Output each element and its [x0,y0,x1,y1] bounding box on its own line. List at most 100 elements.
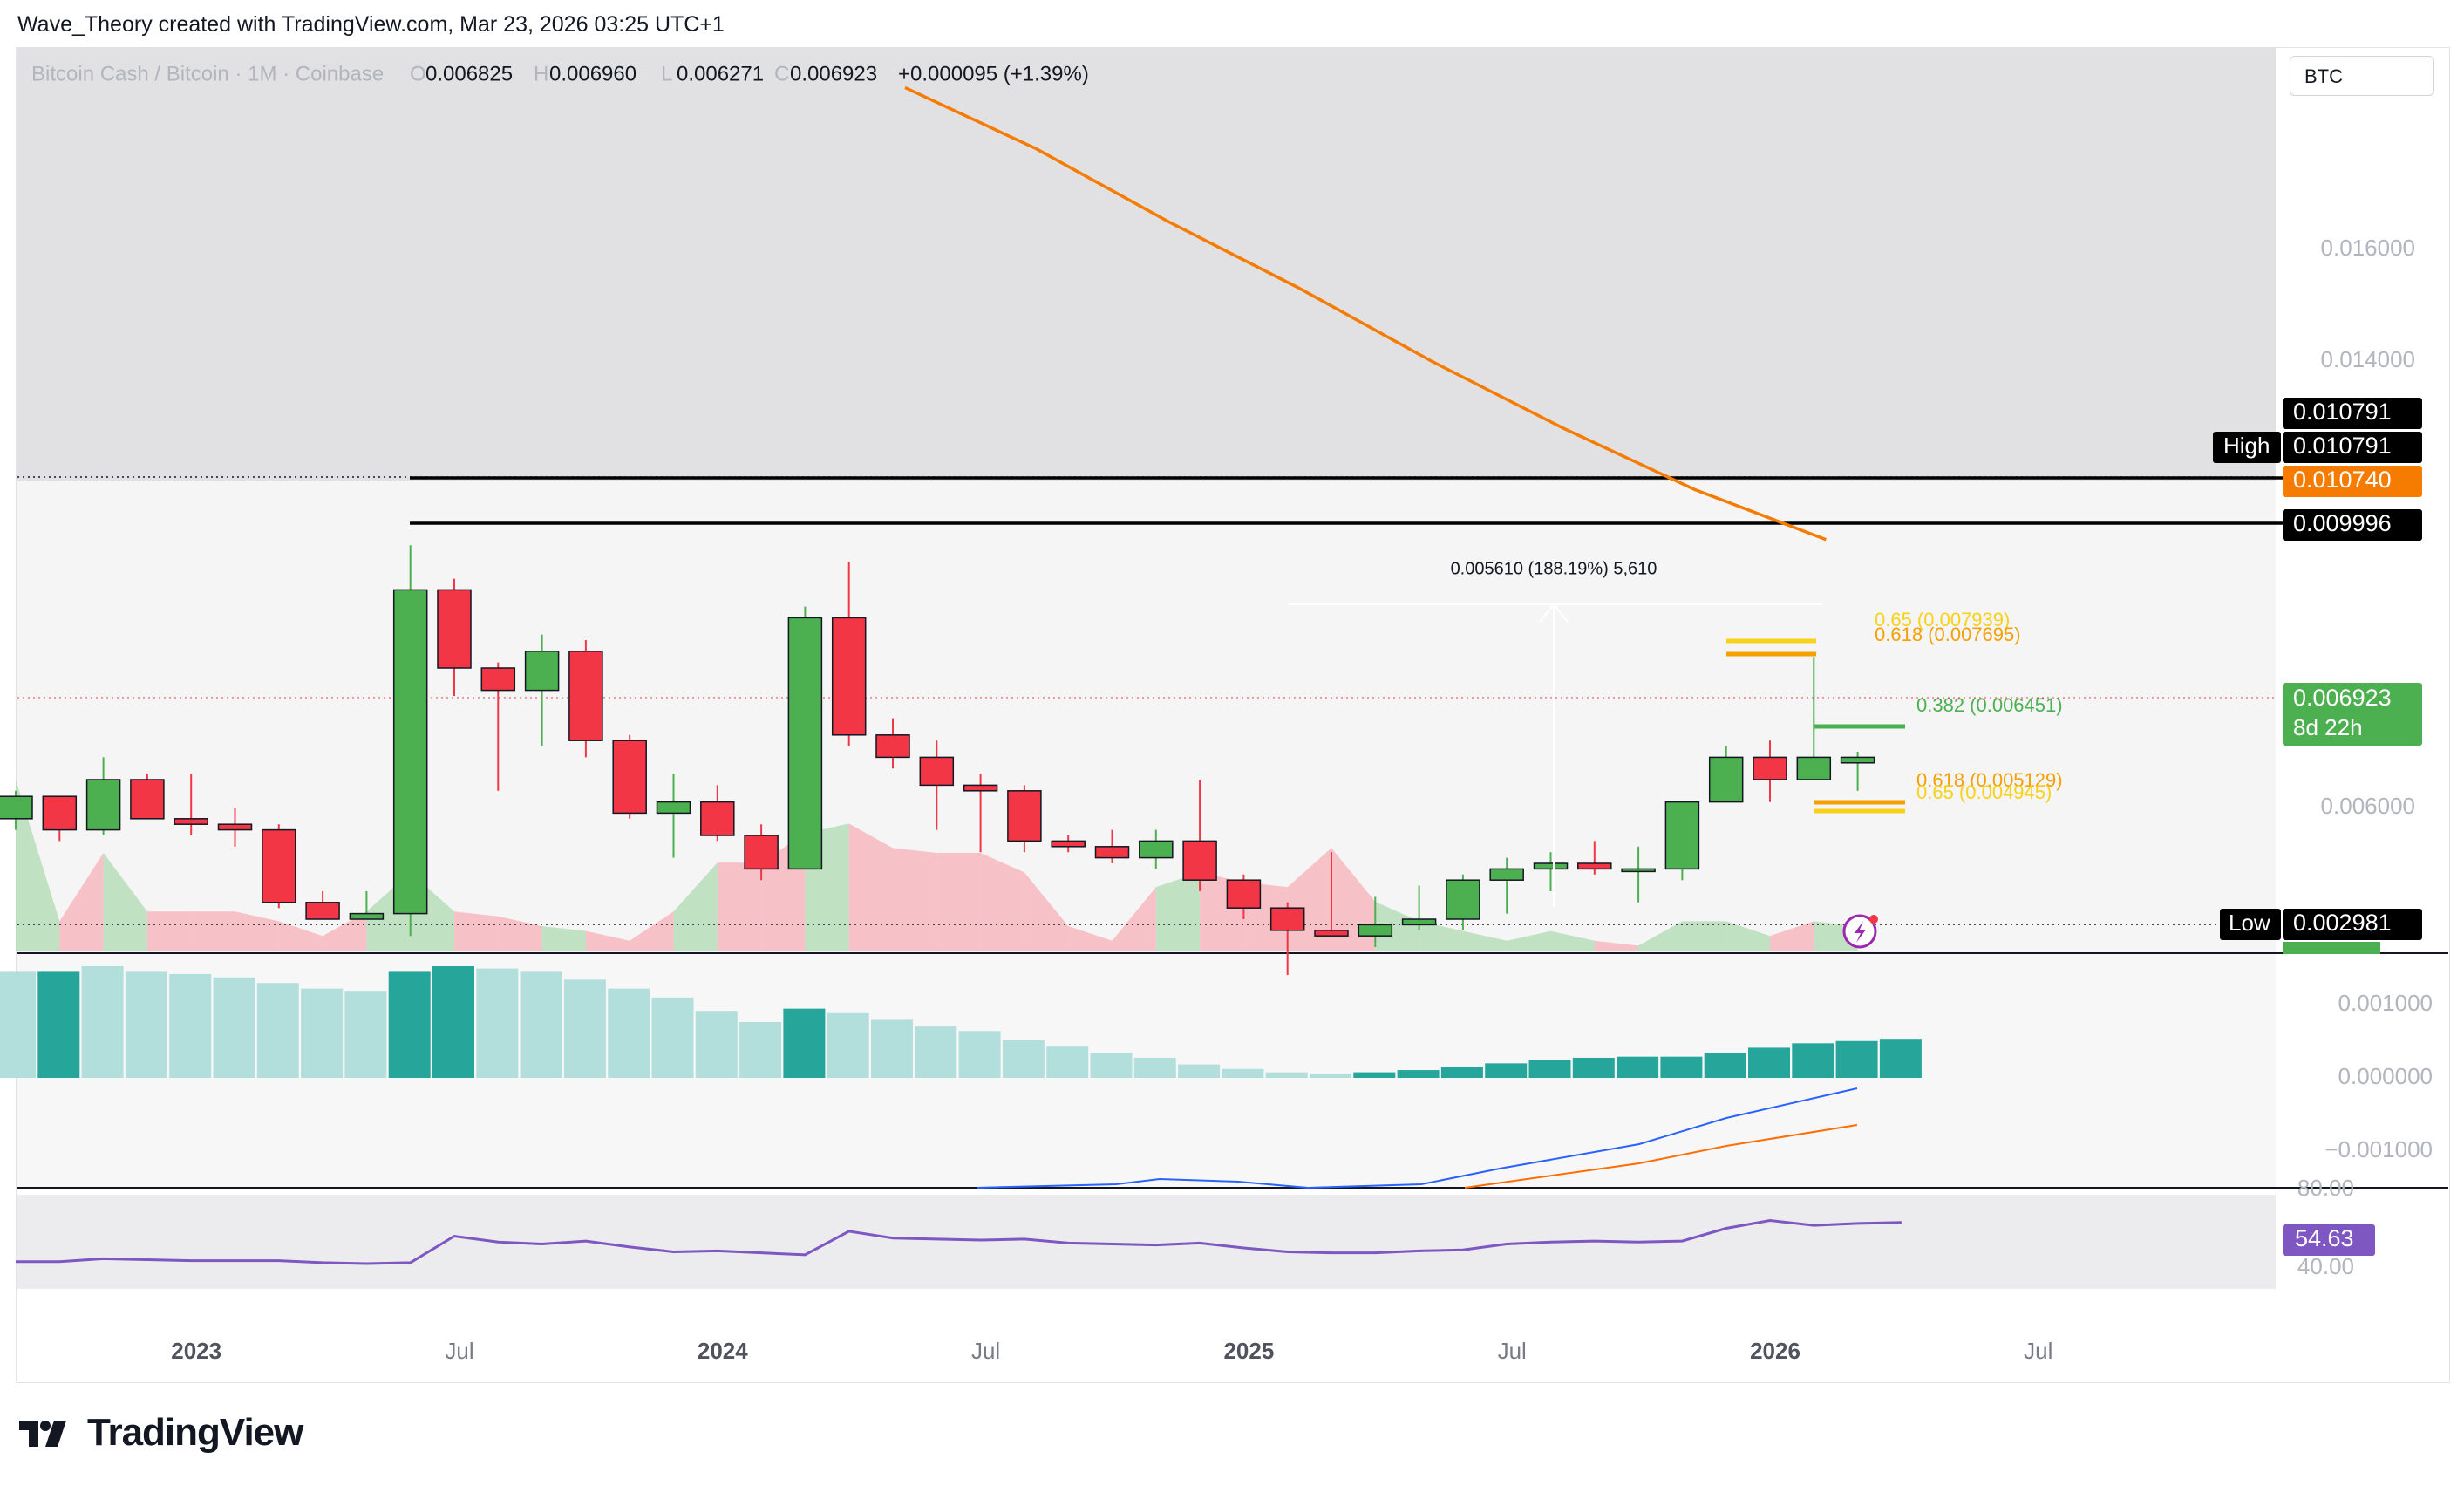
candle-body [963,784,998,792]
legend-value: 0.006271 [677,62,764,85]
volume-area [1770,921,1814,951]
ma-value-tag-bg [2283,466,2422,497]
legend-key: O [410,62,426,85]
measure-label: 0.005610 (188.19%) 5,610 [1451,559,1657,578]
measure-arrowhead [1539,603,1569,623]
legend-symbol: Bitcoin Cash / Bitcoin · 1M · Coinbase [31,62,384,85]
candle-body [349,912,385,920]
volume-area [1419,921,1463,951]
volume-area [1725,921,1770,951]
macd-bar [1397,1070,1440,1078]
legend-value: 0.006825 [425,62,513,85]
chart-range-band [17,481,2276,952]
volume-tag [2283,942,2380,954]
macd-bar [563,979,606,1078]
currency-selector[interactable]: BTC [2290,56,2434,96]
macd-bar [695,1011,738,1078]
volume-area [673,862,718,951]
volume-area [1024,872,1069,951]
macd-bar [432,966,474,1078]
chart-upper-band [17,48,2276,481]
macd-bar [1792,1043,1834,1078]
rsi-line [16,1218,1902,1265]
candle-body [1269,907,1305,931]
candle-body [1094,846,1130,859]
candle-body [831,617,867,736]
macd-bar [1835,1040,1878,1078]
candle-body [919,756,955,787]
macd-bar [1222,1068,1264,1078]
high-label: High [2223,433,2270,459]
legend-value: 0.006923 [790,62,877,85]
candle-body [744,835,779,870]
macd-bar [1002,1040,1045,1078]
volume-area [1462,930,1508,951]
volume-area [191,911,235,951]
candle-body [524,651,560,692]
macd-bar [915,1026,957,1078]
high-tag: 0.010791 [2293,433,2392,459]
macd-bar [1748,1047,1790,1078]
price-tick-label: 0.014000 [2321,346,2415,372]
volume-area [980,853,1024,951]
time-axis-label: Jul [1498,1338,1527,1364]
moving-average-line [904,85,1827,542]
macd-bar [301,988,344,1078]
rsi-value-tag-bg [2283,1224,2375,1256]
high-label-bg [2213,432,2281,463]
low-label: Low [2229,910,2270,936]
candle-body [217,823,253,831]
low-label-bg [2220,909,2281,940]
candle-body [1007,790,1042,842]
volume-area [717,862,762,951]
macd-line [976,1087,1858,1189]
candle-body [875,734,910,759]
macd-bar [1265,1072,1308,1078]
candle-body [0,795,33,820]
candle-body [174,818,208,825]
candle-body [1840,756,1875,764]
rsi-pane-bg [17,1195,2276,1289]
macd-bar [169,973,212,1078]
candle-body [612,740,647,815]
candle-body [1446,879,1480,920]
candle-body [1796,756,1832,780]
macd-bar [958,1031,1001,1078]
macd-bar [827,1012,869,1078]
time-axis-label: 2025 [1223,1338,1274,1364]
resistance-tag-bg [2283,509,2422,541]
macd-bar [1440,1067,1483,1078]
macd-bar [476,968,519,1078]
legend-change: +0.000095 (+1.39%) [898,62,1089,85]
candle-body [1401,918,1437,926]
volume-area [1594,940,1639,951]
volume-area [1507,930,1551,951]
macd-bar [344,991,387,1078]
volume-area [585,930,630,951]
macd-signal-line [1464,1124,1858,1189]
legend-key: C [774,62,789,85]
candle-body [656,801,691,815]
time-axis-label: 2023 [171,1338,221,1364]
macd-bar [1046,1046,1089,1078]
candle-body [568,651,603,741]
legend-key: L [661,62,672,85]
current-price-tag: 0.006923 [2293,685,2392,711]
macd-bar [1133,1057,1176,1078]
candle-body [1621,868,1656,873]
candle-body [85,779,121,831]
macd-bar [871,1019,913,1078]
tradingview-logo[interactable]: TradingView [19,1411,303,1455]
low-tag: 0.002981 [2293,910,2392,936]
macd-bar [1572,1057,1615,1078]
candle-body [1314,930,1349,937]
candle-body [1577,862,1612,870]
candle-body [1489,868,1524,881]
rsi-axis-label: 40.00 [2297,1253,2354,1279]
macd-bar [1090,1053,1133,1078]
time-axis-label: Jul [2024,1338,2052,1364]
macd-bar [1879,1039,1922,1078]
candle-body [700,801,735,836]
tradingview-logo-text: TradingView [87,1411,303,1454]
